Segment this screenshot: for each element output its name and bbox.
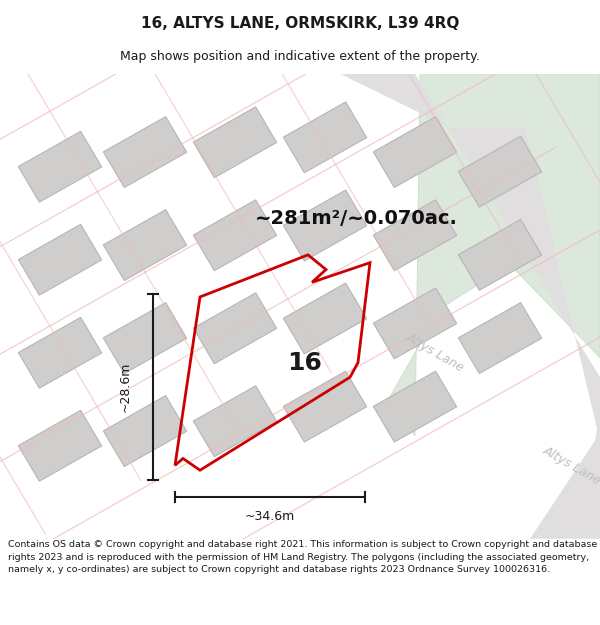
- Text: Contains OS data © Crown copyright and database right 2021. This information is : Contains OS data © Crown copyright and d…: [8, 541, 597, 574]
- Polygon shape: [19, 318, 101, 388]
- Polygon shape: [458, 136, 542, 207]
- Polygon shape: [103, 209, 187, 281]
- Polygon shape: [458, 302, 542, 374]
- Polygon shape: [103, 302, 187, 374]
- Polygon shape: [283, 102, 367, 172]
- Polygon shape: [103, 396, 187, 466]
- Text: ~28.6m: ~28.6m: [119, 362, 131, 413]
- Polygon shape: [458, 219, 542, 290]
- Text: ~34.6m: ~34.6m: [245, 510, 295, 522]
- Polygon shape: [103, 117, 187, 188]
- Polygon shape: [193, 386, 277, 457]
- Polygon shape: [283, 371, 367, 442]
- Polygon shape: [283, 283, 367, 354]
- Polygon shape: [373, 288, 457, 359]
- Text: Altys Lane: Altys Lane: [404, 331, 466, 374]
- Polygon shape: [373, 200, 457, 271]
- Polygon shape: [19, 224, 101, 295]
- Polygon shape: [193, 107, 277, 178]
- Polygon shape: [19, 131, 101, 202]
- Polygon shape: [530, 411, 600, 539]
- Polygon shape: [340, 74, 600, 441]
- Text: Map shows position and indicative extent of the property.: Map shows position and indicative extent…: [120, 50, 480, 63]
- Text: Altys Lane: Altys Lane: [541, 444, 600, 488]
- Polygon shape: [390, 74, 600, 436]
- Text: 16, ALTYS LANE, ORMSKIRK, L39 4RQ: 16, ALTYS LANE, ORMSKIRK, L39 4RQ: [141, 16, 459, 31]
- Polygon shape: [19, 411, 101, 481]
- Text: ~281m²/~0.070ac.: ~281m²/~0.070ac.: [255, 209, 458, 228]
- Polygon shape: [373, 117, 457, 188]
- Text: 16: 16: [287, 351, 322, 374]
- Polygon shape: [193, 200, 277, 271]
- Polygon shape: [373, 371, 457, 442]
- Polygon shape: [283, 190, 367, 261]
- Polygon shape: [193, 293, 277, 364]
